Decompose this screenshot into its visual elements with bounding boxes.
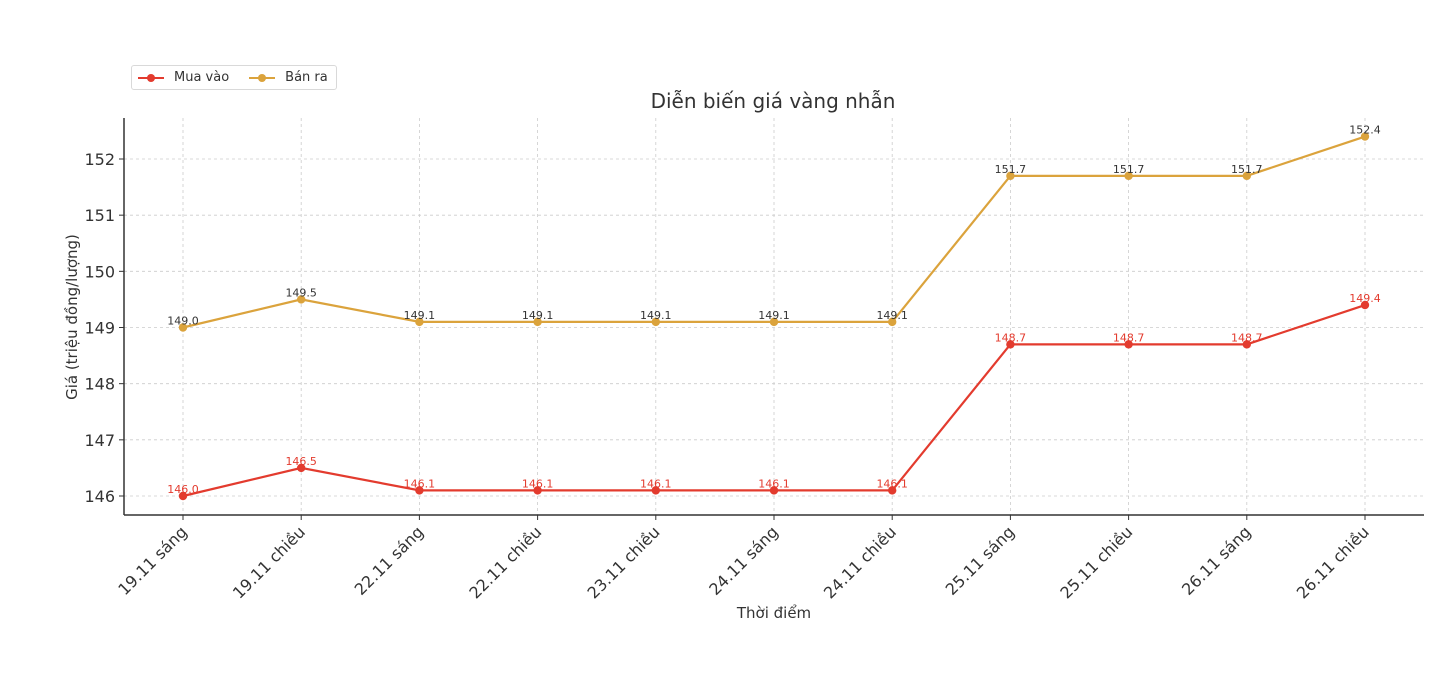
x-tick-label: 23.11 chiều bbox=[584, 522, 664, 602]
data-label: 151.7 bbox=[1113, 163, 1145, 176]
data-point bbox=[1242, 340, 1252, 349]
data-point bbox=[1242, 171, 1252, 181]
red-line-marker-icon bbox=[138, 73, 164, 83]
data-label: 148.7 bbox=[1113, 331, 1145, 344]
data-point bbox=[888, 486, 897, 495]
data-label: 149.1 bbox=[640, 309, 672, 322]
data-point bbox=[1124, 340, 1133, 349]
data-point bbox=[533, 317, 542, 327]
series-bán-ra: 149.0 149.5 149.1 149.1 149.1 149.1 149.1 151.7… bbox=[167, 124, 1381, 332]
data-label: 151.7 bbox=[995, 163, 1027, 176]
y-axis-ticks: 146 147 148 149 150 151 152 bbox=[84, 150, 124, 506]
data-label: 149.4 bbox=[1349, 292, 1381, 305]
x-axis-label: Thời điểm bbox=[736, 604, 811, 622]
legend-item-mua-vao: Mua vào bbox=[138, 70, 229, 85]
data-point bbox=[769, 317, 779, 327]
data-label: 149.1 bbox=[522, 309, 554, 322]
x-tick-label: 22.11 chiều bbox=[465, 522, 545, 602]
legend-label: Mua vào bbox=[174, 70, 230, 85]
data-label: 146.1 bbox=[640, 477, 672, 490]
legend-label: Bán ra bbox=[285, 70, 328, 85]
y-tick-label: 149 bbox=[84, 319, 115, 338]
data-point bbox=[297, 295, 306, 304]
y-tick-label: 152 bbox=[84, 150, 115, 169]
y-tick-label: 148 bbox=[84, 375, 115, 394]
data-point bbox=[1006, 171, 1015, 181]
y-tick-label: 150 bbox=[84, 262, 115, 281]
data-label: 146.0 bbox=[167, 483, 199, 496]
x-tick-label: 19.11 sáng bbox=[114, 522, 191, 599]
x-tick-label: 24.11 chiều bbox=[820, 522, 900, 602]
data-point bbox=[651, 317, 660, 327]
data-point bbox=[178, 323, 188, 332]
data-label: 146.1 bbox=[522, 477, 554, 490]
data-point bbox=[415, 317, 424, 327]
data-label: 149.1 bbox=[758, 309, 790, 322]
data-point bbox=[1360, 132, 1370, 141]
data-label: 148.7 bbox=[995, 331, 1027, 344]
data-point bbox=[415, 486, 424, 495]
data-series: 146.0 146.5 146.1 146.1 146.1 146.1 146.1 148.7… bbox=[167, 124, 1381, 501]
data-label: 149.1 bbox=[404, 309, 436, 322]
gold-line-marker-icon bbox=[249, 73, 276, 83]
chart-title: Diễn biến giá vàng nhẫn bbox=[650, 89, 896, 113]
x-tick-label: 25.11 sáng bbox=[942, 522, 1019, 599]
data-label: 146.1 bbox=[404, 477, 436, 490]
x-tick-label: 26.11 chiều bbox=[1293, 522, 1373, 602]
data-label: 146.1 bbox=[876, 477, 908, 490]
data-point bbox=[769, 486, 779, 495]
x-tick-label: 22.11 sáng bbox=[351, 522, 428, 599]
y-tick-label: 151 bbox=[84, 206, 115, 225]
grid-lines bbox=[124, 118, 1424, 515]
y-tick-label: 147 bbox=[84, 431, 115, 450]
data-label: 149.1 bbox=[876, 309, 908, 322]
y-tick-label: 146 bbox=[84, 487, 115, 506]
data-label: 146.1 bbox=[758, 477, 790, 490]
legend: Mua vào Bán ra bbox=[131, 65, 337, 90]
data-point bbox=[1360, 300, 1370, 310]
data-label: 151.7 bbox=[1231, 163, 1263, 176]
data-point bbox=[178, 491, 188, 501]
data-label: 149.0 bbox=[167, 315, 199, 328]
data-point bbox=[297, 463, 306, 473]
data-label: 152.4 bbox=[1349, 124, 1381, 137]
x-axis-ticks: 19.11 sáng 19.11 chiều 22.11 sáng 22.11 chi… bbox=[114, 515, 1373, 602]
data-label: 146.5 bbox=[285, 455, 317, 468]
legend-item-ban-ra: Bán ra bbox=[249, 70, 328, 85]
data-point bbox=[651, 486, 660, 495]
data-point bbox=[1124, 171, 1133, 181]
x-tick-label: 25.11 chiều bbox=[1056, 522, 1136, 602]
data-label: 148.7 bbox=[1231, 331, 1263, 344]
x-tick-label: 19.11 chiều bbox=[229, 522, 309, 602]
data-point bbox=[1006, 340, 1015, 349]
x-tick-label: 24.11 sáng bbox=[705, 522, 782, 599]
data-label: 149.5 bbox=[285, 286, 317, 299]
data-point bbox=[888, 317, 897, 327]
y-axis-label: Giá (triệu đồng/lượng) bbox=[63, 234, 81, 400]
data-point bbox=[533, 486, 542, 495]
series-mua-vào: 146.0 146.5 146.1 146.1 146.1 146.1 146.1 148.7… bbox=[167, 292, 1381, 501]
x-tick-label: 26.11 sáng bbox=[1178, 522, 1255, 599]
